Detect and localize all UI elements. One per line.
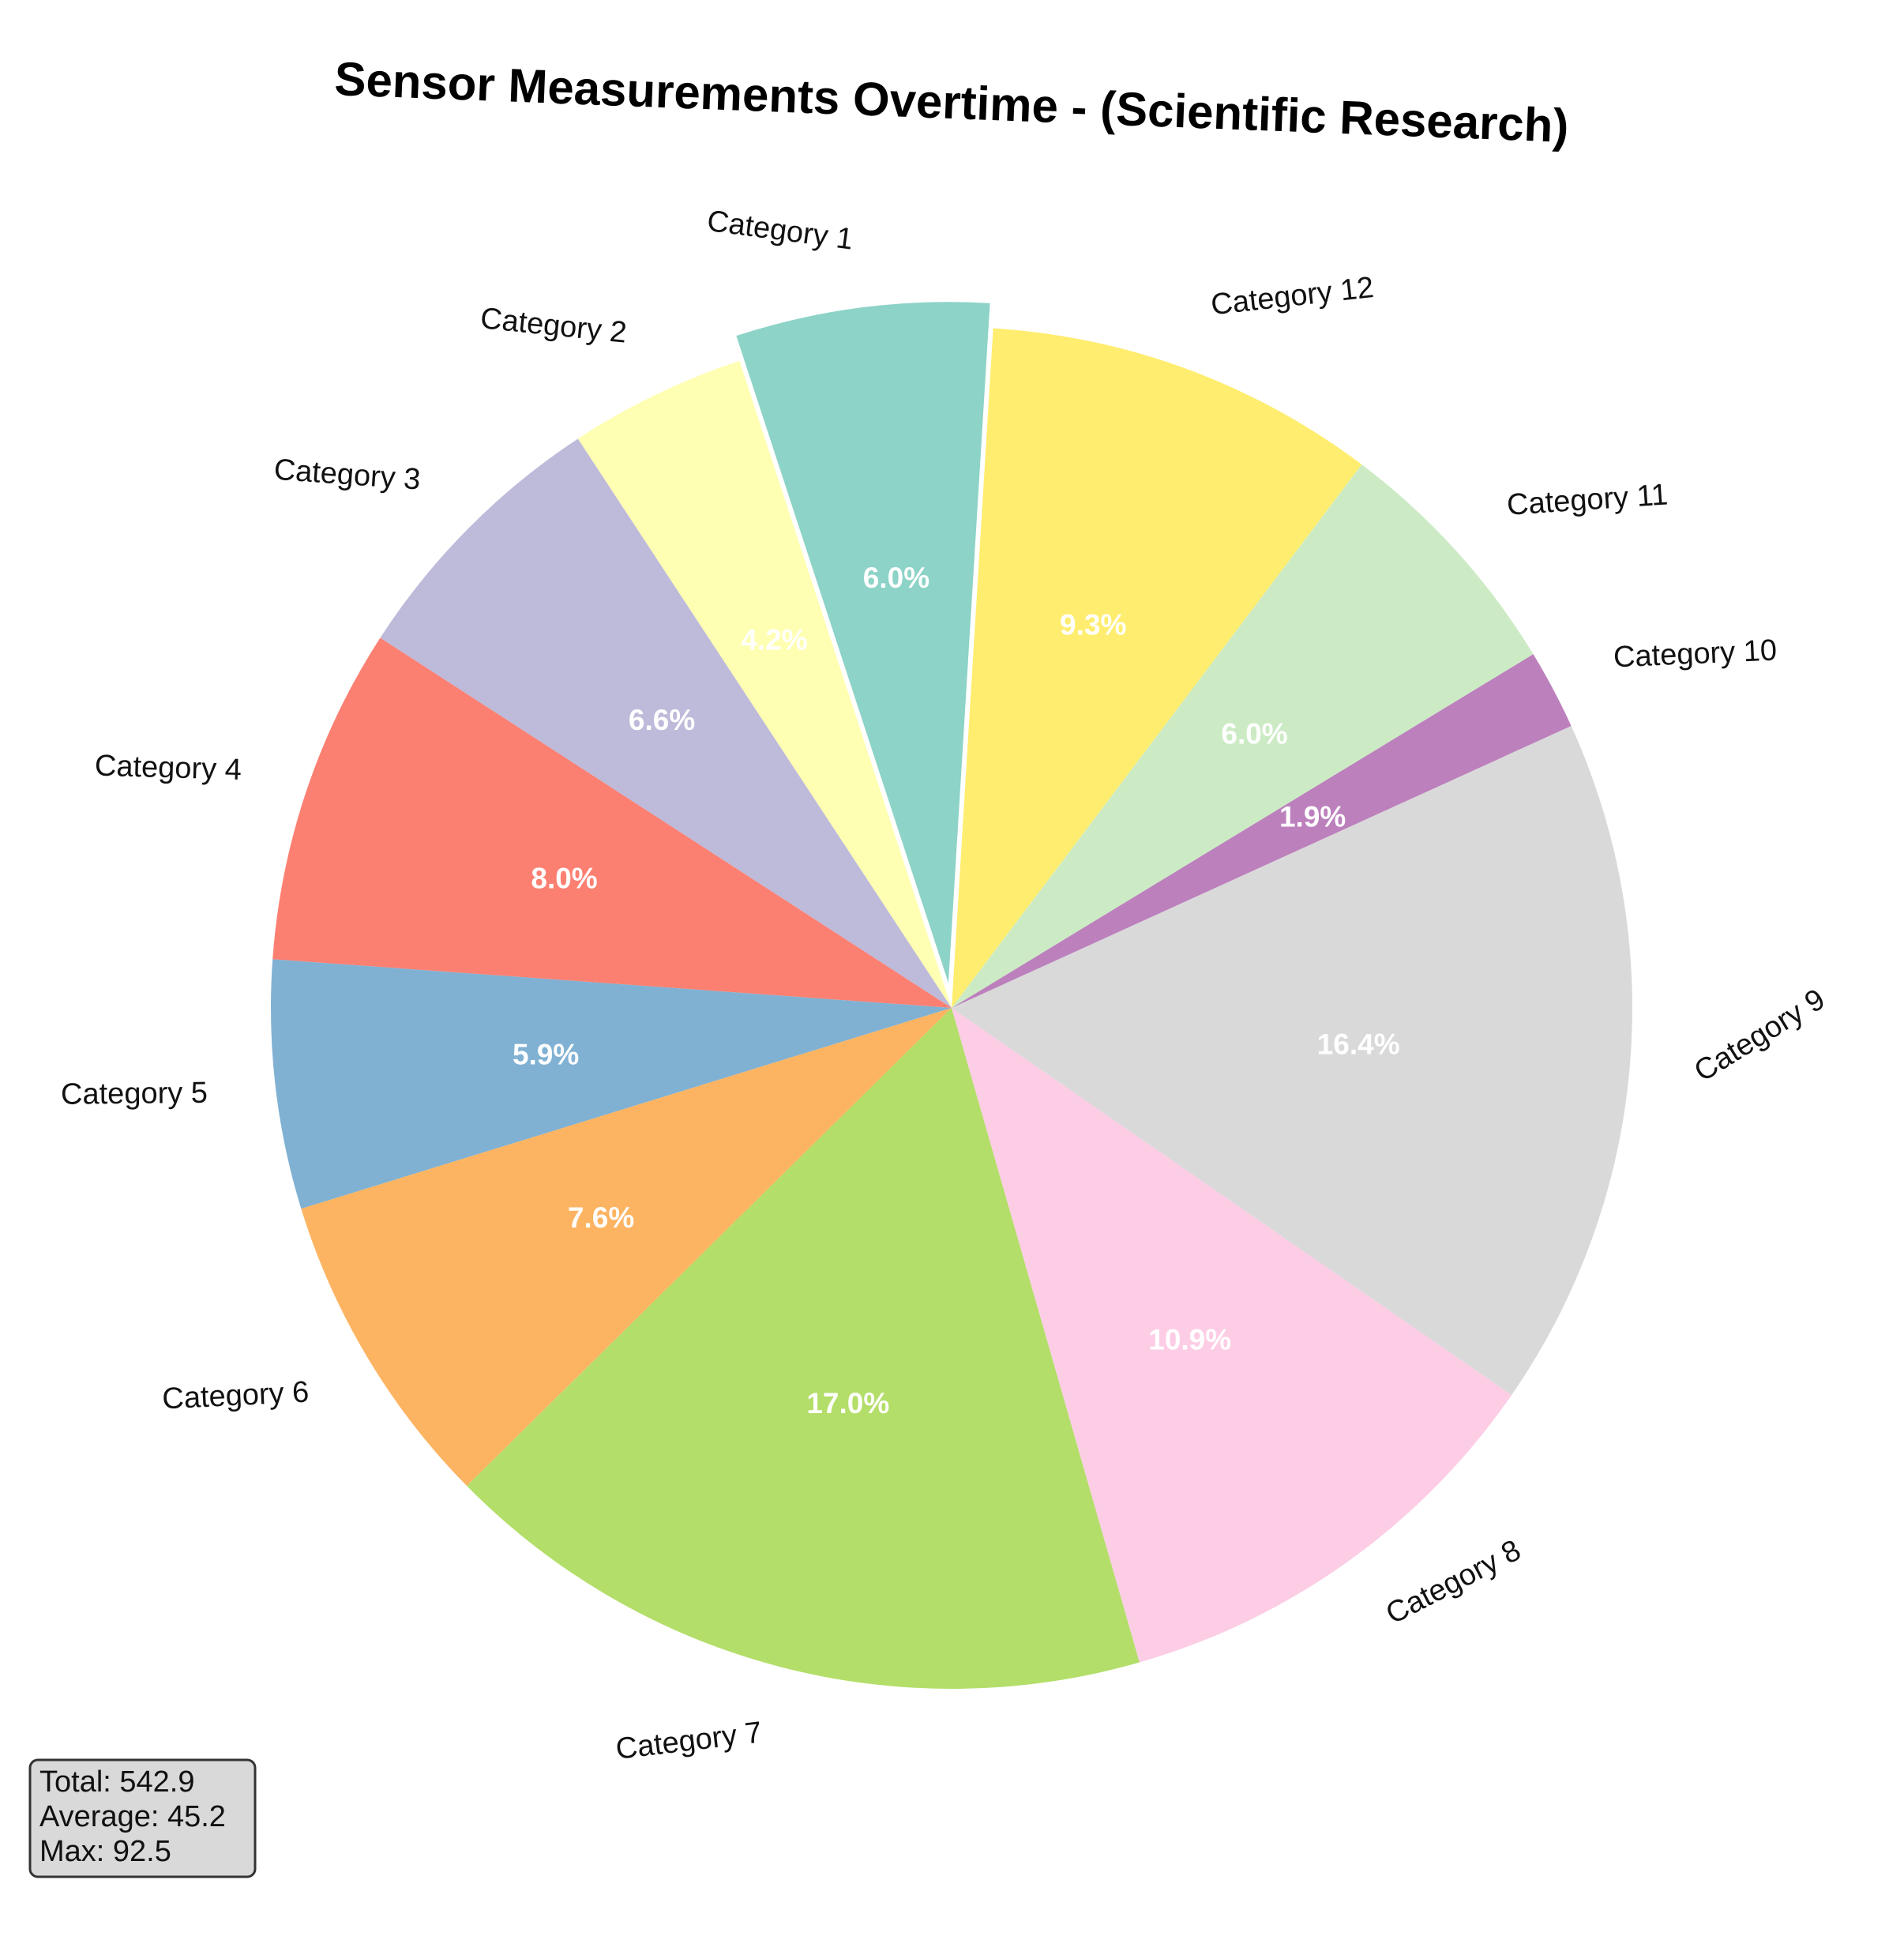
- percent-label-category-1: 6.0%: [863, 562, 929, 594]
- slice-category-10: [952, 654, 1572, 1008]
- percent-label-category-9: 16.4%: [1317, 1028, 1400, 1060]
- stats-total: Total: 542.9: [39, 1765, 194, 1799]
- chart-title: Sensor Measurements Overtime - (Scientif…: [333, 52, 1569, 152]
- category-label-category-11: Category 11: [1506, 478, 1669, 521]
- category-label-category-12: Category 12: [1209, 271, 1375, 321]
- category-label-category-7: Category 7: [614, 1716, 764, 1766]
- stats-average: Average: 45.2: [39, 1800, 226, 1833]
- percent-label-category-11: 6.0%: [1221, 718, 1287, 750]
- category-label-category-2: Category 2: [479, 302, 628, 350]
- category-label-category-3: Category 3: [272, 453, 421, 497]
- category-label-category-4: Category 4: [94, 750, 242, 787]
- category-label-category-1: Category 1: [705, 205, 855, 257]
- slice-category-7: [467, 1008, 1140, 1689]
- category-label-category-8: Category 8: [1380, 1534, 1526, 1631]
- slice-category-2: [577, 360, 952, 1008]
- percent-label-category-4: 8.0%: [531, 862, 597, 894]
- category-label-category-6: Category 6: [161, 1376, 310, 1416]
- slice-category-5: [271, 959, 952, 1209]
- slice-category-9: [952, 726, 1632, 1396]
- percent-label-category-8: 10.9%: [1148, 1324, 1231, 1356]
- slice-category-6: [301, 1008, 952, 1487]
- category-label-category-10: Category 10: [1613, 634, 1778, 675]
- slice-category-3: [380, 438, 952, 1008]
- slice-category-11: [952, 464, 1534, 1008]
- pie-slices: [271, 302, 1632, 1689]
- slice-category-4: [272, 637, 952, 1008]
- percent-label-category-3: 6.6%: [629, 704, 695, 736]
- slice-category-8: [952, 1008, 1512, 1663]
- percent-label-category-10: 1.9%: [1279, 801, 1346, 833]
- stats-max: Max: 92.5: [39, 1835, 171, 1868]
- category-label-category-5: Category 5: [61, 1077, 208, 1111]
- category-label-category-9: Category 9: [1688, 983, 1831, 1088]
- percent-label-category-5: 5.9%: [513, 1038, 579, 1070]
- slice-category-12: [952, 328, 1362, 1009]
- percent-labels: 6.0% 4.2% 6.6% 8.0% 5.9% 7.6% 17.0% 10.9% 16.4% 1…: [513, 562, 1400, 1419]
- percent-label-category-7: 17.0%: [806, 1387, 889, 1419]
- slice-category-1: [736, 302, 990, 983]
- stats-box-frame: [28, 1758, 257, 1878]
- percent-label-category-12: 9.3%: [1060, 608, 1126, 641]
- percent-label-category-6: 7.6%: [568, 1201, 634, 1234]
- stats-box: Total: 542.9 Average: 45.2 Max: 92.5: [28, 1758, 257, 1878]
- percent-label-category-2: 4.2%: [741, 624, 807, 656]
